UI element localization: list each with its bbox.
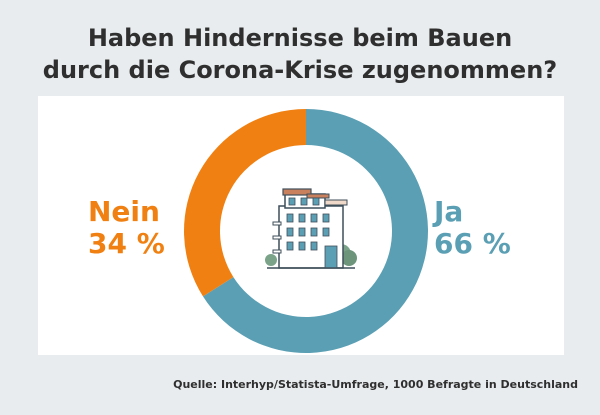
donut-slice-ja xyxy=(202,109,428,354)
label-ja-value: 66 % xyxy=(434,227,511,260)
source-note: Quelle: Interhyp/Statista-Umfrage, 1000 … xyxy=(173,378,578,391)
title-line-2: durch die Corona-Krise zugenommen? xyxy=(42,56,558,84)
apartment-building-icon xyxy=(265,188,357,269)
donut-chart xyxy=(183,109,428,354)
chart-title: Haben Hindernisse beim Bauen durch die C… xyxy=(0,22,600,86)
label-ja-name: Ja xyxy=(434,195,464,228)
label-nein-name: Nein xyxy=(88,195,160,228)
chart-panel: Nein 34 % Ja 66 % xyxy=(38,96,564,355)
donut-slices xyxy=(183,109,428,354)
donut-slice-nein xyxy=(183,109,306,297)
label-nein: Nein 34 % xyxy=(88,196,165,260)
label-ja: Ja 66 % xyxy=(434,196,511,260)
title-line-1: Haben Hindernisse beim Bauen xyxy=(87,24,513,52)
label-nein-value: 34 % xyxy=(88,227,165,260)
